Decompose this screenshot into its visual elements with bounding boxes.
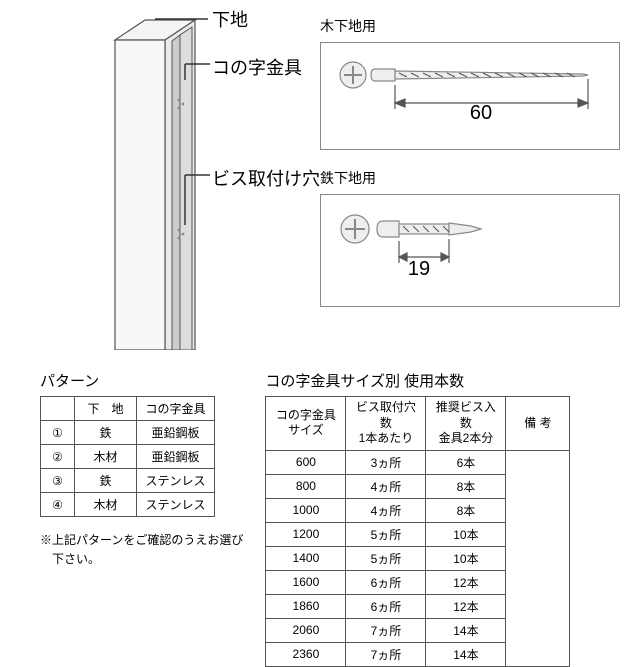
label-bracket: コの字金具 [212, 54, 302, 80]
pattern-table: 下 地コの字金具 ①鉄亜鉛鋼板②木材亜鉛鋼板③鉄ステンレス④木材ステンレス [40, 396, 215, 517]
wood-screw-label: 木下地用 [320, 16, 620, 36]
sizes-title: コの字金具サイズ別 使用本数 [265, 370, 570, 391]
sizes-section: コの字金具サイズ別 使用本数 コの字金具 サイズビス取付穴数 1本あたり推奨ビス… [265, 370, 570, 667]
sizes-table: コの字金具 サイズビス取付穴数 1本あたり推奨ビス入数 金具2本分備 考 600… [265, 396, 570, 667]
iron-screw-dim: 19 [408, 258, 430, 280]
iron-screw-label: 鉄下地用 [320, 168, 620, 188]
pillar-diagram: 下地 コの字金具 ビス取付け穴 [60, 10, 320, 350]
iron-screw-box: 19 [320, 194, 620, 307]
wood-screw-box: 60 [320, 42, 620, 150]
pattern-note: ※上記パターンをご確認のうえお選び 下さい。 [40, 531, 243, 569]
pattern-section: パターン 下 地コの字金具 ①鉄亜鉛鋼板②木材亜鉛鋼板③鉄ステンレス④木材ステン… [40, 370, 243, 667]
pattern-title: パターン [40, 370, 243, 391]
label-holes: ビス取付け穴 [212, 165, 332, 191]
label-substrate: 下地 [212, 6, 248, 32]
wood-screw-dim: 60 [470, 102, 492, 124]
